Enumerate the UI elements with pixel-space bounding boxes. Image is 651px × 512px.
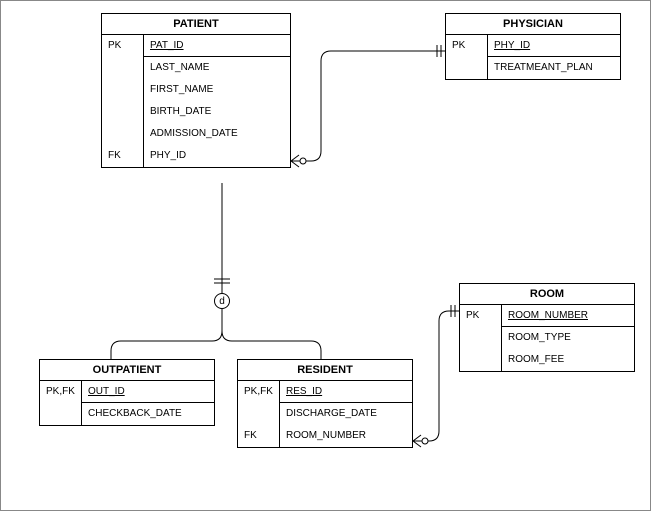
attr-cell: BIRTH_DATE bbox=[144, 101, 290, 123]
attr-cell: ADMISSION_DATE bbox=[144, 123, 290, 145]
key-cell: PK,FK bbox=[40, 381, 81, 403]
entity-title: OUTPATIENT bbox=[40, 360, 214, 381]
key-cell bbox=[102, 57, 143, 79]
entity-title: ROOM bbox=[460, 284, 634, 305]
entity-title: RESIDENT bbox=[238, 360, 412, 381]
attr-cell: DISCHARGE_DATE bbox=[280, 403, 412, 425]
entity-room: ROOM PK ROOM_NUMBER ROOM_TYPE ROOM_FEE bbox=[459, 283, 635, 372]
attr-cell: TREATMEANT_PLAN bbox=[488, 57, 620, 79]
attr-cell: ROOM_TYPE bbox=[502, 327, 634, 349]
disjoint-marker: d bbox=[214, 293, 230, 309]
attr-cell: PHY_ID bbox=[144, 145, 290, 167]
key-cell: PK bbox=[102, 35, 143, 57]
entity-outpatient: OUTPATIENT PK,FK OUT_ID CHECKBACK_DATE bbox=[39, 359, 215, 426]
key-cell bbox=[40, 403, 81, 425]
attr-cell: OUT_ID bbox=[82, 381, 214, 403]
entity-patient: PATIENT PK FK PAT_ID LAST_NAME FIRST_NAM… bbox=[101, 13, 291, 168]
key-cell bbox=[102, 79, 143, 101]
key-cell bbox=[238, 403, 279, 425]
key-cell bbox=[460, 327, 501, 349]
er-diagram-canvas: PATIENT PK FK PAT_ID LAST_NAME FIRST_NAM… bbox=[0, 0, 651, 511]
attr-cell: FIRST_NAME bbox=[144, 79, 290, 101]
attr-cell: ROOM_FEE bbox=[502, 349, 634, 371]
disjoint-label: d bbox=[219, 296, 225, 307]
key-cell: PK bbox=[446, 35, 487, 57]
key-cell: FK bbox=[102, 145, 143, 167]
attr-cell: PAT_ID bbox=[144, 35, 290, 57]
attr-cell: LAST_NAME bbox=[144, 57, 290, 79]
entity-physician: PHYSICIAN PK PHY_ID TREATMEANT_PLAN bbox=[445, 13, 621, 80]
attr-cell: ROOM_NUMBER bbox=[280, 425, 412, 447]
key-cell: FK bbox=[238, 425, 279, 447]
attr-cell: PHY_ID bbox=[488, 35, 620, 57]
entity-title: PHYSICIAN bbox=[446, 14, 620, 35]
attr-cell: RES_ID bbox=[280, 381, 412, 403]
attr-cell: CHECKBACK_DATE bbox=[82, 403, 214, 425]
key-cell bbox=[102, 123, 143, 145]
entity-resident: RESIDENT PK,FK FK RES_ID DISCHARGE_DATE … bbox=[237, 359, 413, 448]
key-cell bbox=[446, 57, 487, 79]
key-cell bbox=[460, 349, 501, 371]
entity-title: PATIENT bbox=[102, 14, 290, 35]
key-cell bbox=[102, 101, 143, 123]
key-cell: PK,FK bbox=[238, 381, 279, 403]
key-cell: PK bbox=[460, 305, 501, 327]
attr-cell: ROOM_NUMBER bbox=[502, 305, 634, 327]
